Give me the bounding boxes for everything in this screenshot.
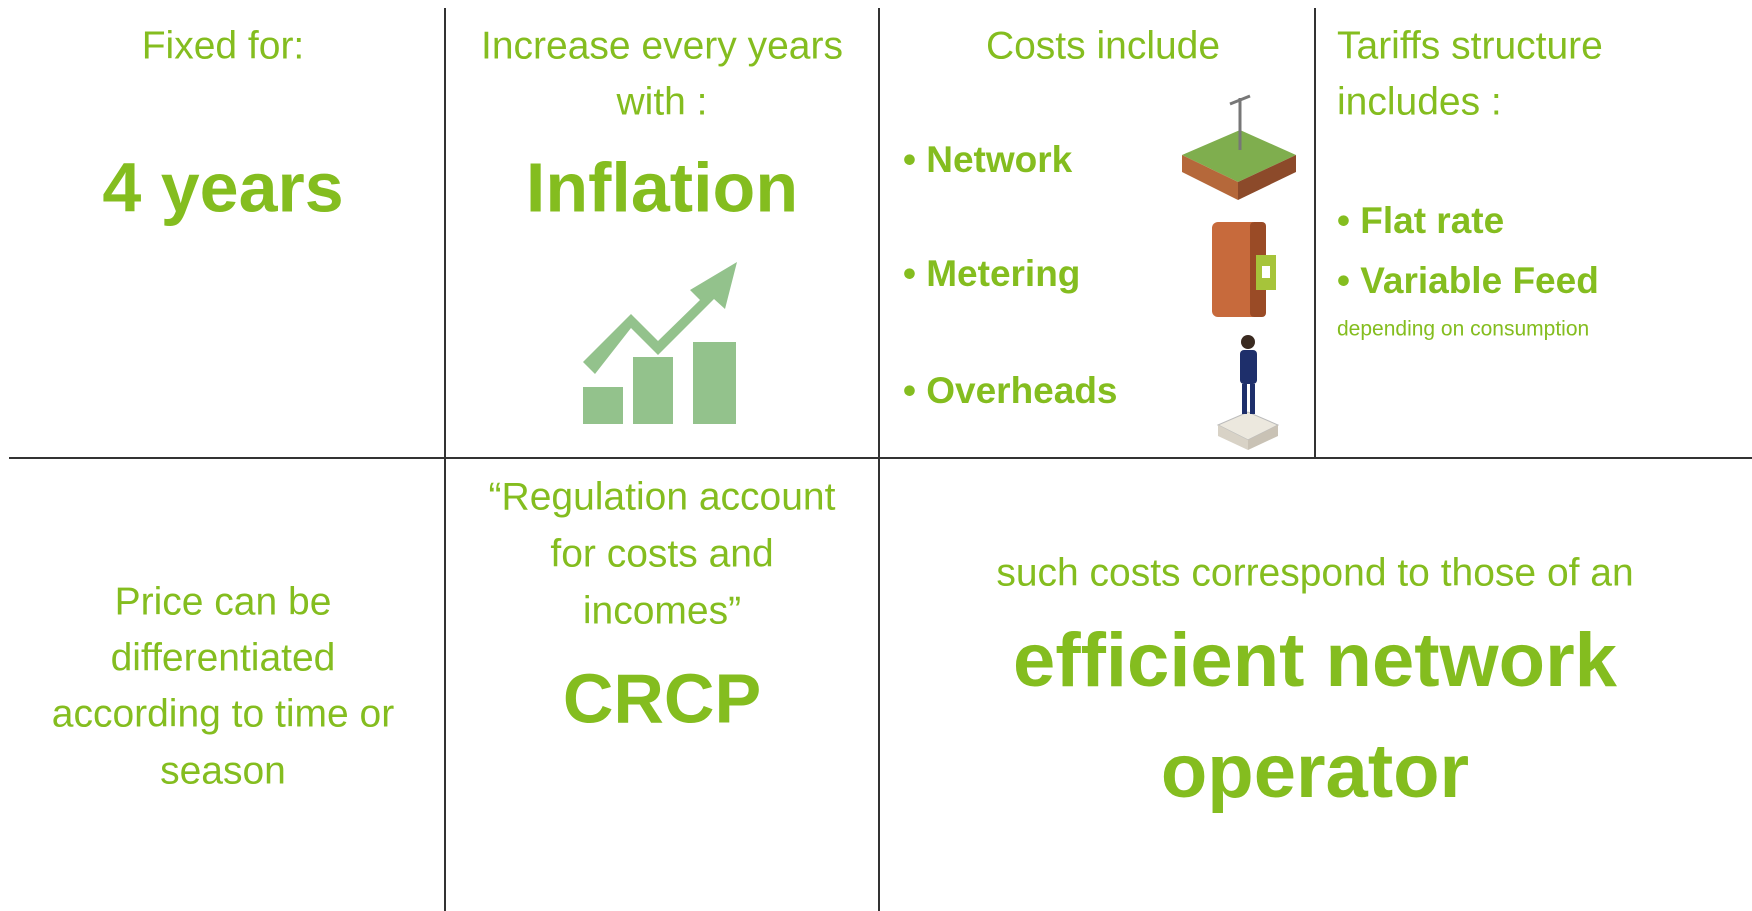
body-text: Price can be: [115, 580, 332, 623]
heading: with :: [615, 80, 707, 123]
body-text: differentiated: [111, 636, 336, 679]
body-text: season: [160, 749, 286, 792]
heading: Increase every years: [481, 24, 843, 67]
emphasis: 4 years: [102, 148, 343, 226]
bullet-item: • Metering: [903, 253, 1080, 294]
bullet-item: • Overheads: [903, 370, 1118, 411]
emphasis: efficient network: [1013, 618, 1618, 703]
heading: such costs correspond to those of an: [996, 551, 1633, 594]
heading: for costs and: [550, 532, 773, 575]
heading: Costs include: [986, 24, 1220, 67]
body-text: according to time or: [52, 692, 395, 735]
heading: “Regulation account: [489, 475, 836, 518]
note: depending on consumption: [1337, 318, 1589, 341]
bullet-item: • Network: [903, 139, 1073, 180]
heading: incomes”: [583, 589, 741, 632]
meter-icon: [1212, 222, 1276, 317]
person-icon: [1218, 335, 1278, 450]
bullet-item: • Variable Feed: [1337, 260, 1599, 301]
bullet-item: • Flat rate: [1337, 200, 1504, 241]
growth-icon: [583, 262, 737, 424]
emphasis: CRCP: [563, 659, 761, 737]
emphasis: operator: [1161, 729, 1469, 814]
heading: includes :: [1337, 80, 1502, 123]
heading: Tariffs structure: [1337, 24, 1603, 67]
network-icon: [1182, 96, 1296, 200]
emphasis: Inflation: [526, 148, 798, 226]
heading: Fixed for:: [142, 24, 305, 67]
slide: Fixed for: 4 years Increase every years …: [0, 0, 1752, 911]
